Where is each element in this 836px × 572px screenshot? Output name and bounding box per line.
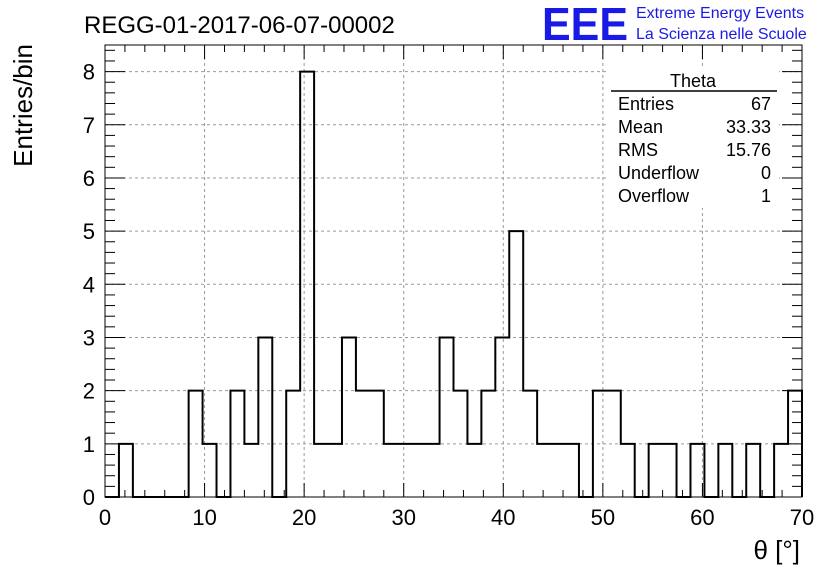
- stats-entries-value: 67: [751, 94, 771, 114]
- x-tick-label: 50: [591, 505, 615, 530]
- stats-overflow-value: 1: [761, 186, 771, 206]
- stats-entries-label: Entries: [618, 94, 674, 114]
- y-tick-label: 5: [83, 219, 95, 244]
- stats-underflow-value: 0: [761, 163, 771, 183]
- plot-frame: [104, 44, 803, 498]
- y-axis-label: Entries/bin: [8, 44, 38, 167]
- x-axis-label: θ [°]: [753, 535, 800, 565]
- x-tick-label: 10: [192, 505, 216, 530]
- stats-mean-label: Mean: [618, 117, 663, 137]
- y-tick-label: 7: [83, 113, 95, 138]
- y-tick-label: 1: [83, 432, 95, 457]
- stats-mean-value: 33.33: [726, 117, 771, 137]
- chart-title: REGG-01-2017-06-07-00002: [84, 12, 395, 39]
- logo-line-2: La Scienza nelle Scuole: [636, 26, 807, 43]
- x-tick-label: 30: [391, 505, 415, 530]
- y-tick-label: 6: [83, 166, 95, 191]
- stats-rms-value: 15.76: [726, 140, 771, 160]
- stats-overflow-label: Overflow: [618, 186, 690, 206]
- y-tick-label: 8: [83, 60, 95, 85]
- y-tick-label: 0: [83, 485, 95, 510]
- logo-line-1: Extreme Energy Events: [636, 5, 804, 22]
- stats-rms-label: RMS: [618, 140, 658, 160]
- y-tick-label: 3: [83, 325, 95, 350]
- y-tick-label: 2: [83, 379, 95, 404]
- eee-logo: EEE: [542, 0, 628, 50]
- stats-title: Theta: [670, 71, 717, 91]
- x-tick-label: 60: [690, 505, 714, 530]
- x-tick-label: 70: [790, 505, 814, 530]
- histogram-outline: [105, 70, 803, 498]
- y-tick-label: 4: [83, 272, 95, 297]
- x-tick-label: 40: [491, 505, 515, 530]
- x-axis: 0 10 20 30 40 50 60 70: [99, 45, 814, 530]
- stats-rows: Entries 67 Mean 33.33 RMS 15.76 Underflo…: [618, 94, 771, 206]
- stats-box: Theta Entries 67 Mean 33.33 RMS 15.76 Un…: [609, 68, 779, 208]
- stats-underflow-label: Underflow: [618, 163, 700, 183]
- x-tick-label: 0: [99, 505, 111, 530]
- x-tick-label: 20: [292, 505, 316, 530]
